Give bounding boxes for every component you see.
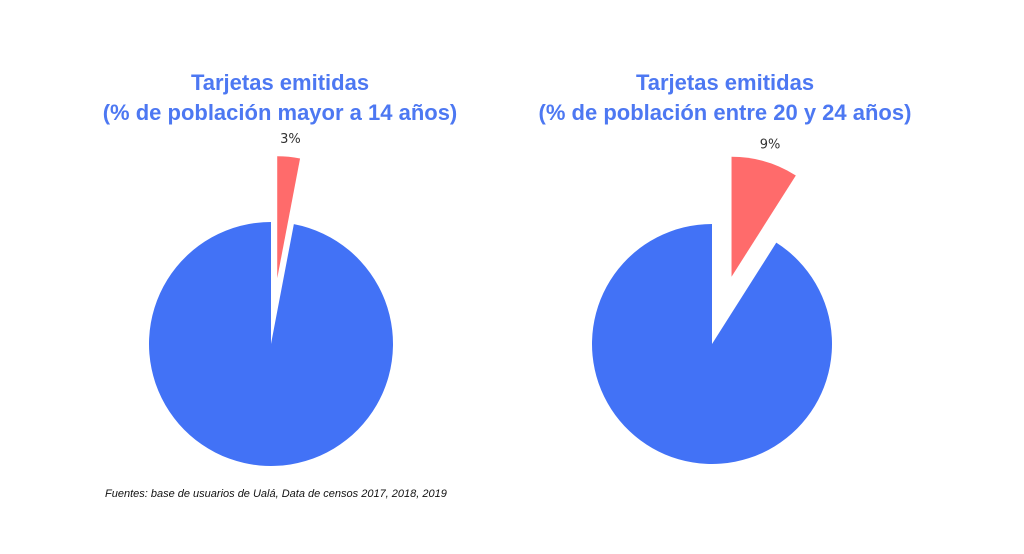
chart-title-left: Tarjetas emitidas (% de población mayor … xyxy=(60,68,500,128)
chart-title-left-line-2: (% de población mayor a 14 años) xyxy=(102,100,458,125)
pie-left-slice-1 xyxy=(149,222,394,466)
chart-title-right-line-2: (% de población entre 20 y 24 años) xyxy=(538,100,912,125)
chart-title-right: Tarjetas emitidas (% de población entre … xyxy=(505,68,945,128)
pie-left-slice-0-label: 3% xyxy=(280,132,301,147)
pie-right-slice-0 xyxy=(731,156,796,277)
chart-title-left-line-1: Tarjetas emitidas xyxy=(190,70,370,95)
pie-right-slice-1 xyxy=(591,224,832,464)
pie-left-slice-0 xyxy=(277,156,301,279)
source-note: Fuentes: base de usuarios de Ualá, Data … xyxy=(105,488,447,500)
pie-right-slice-0-label: 9% xyxy=(760,137,781,152)
chart-title-right-line-1: Tarjetas emitidas xyxy=(635,70,815,95)
